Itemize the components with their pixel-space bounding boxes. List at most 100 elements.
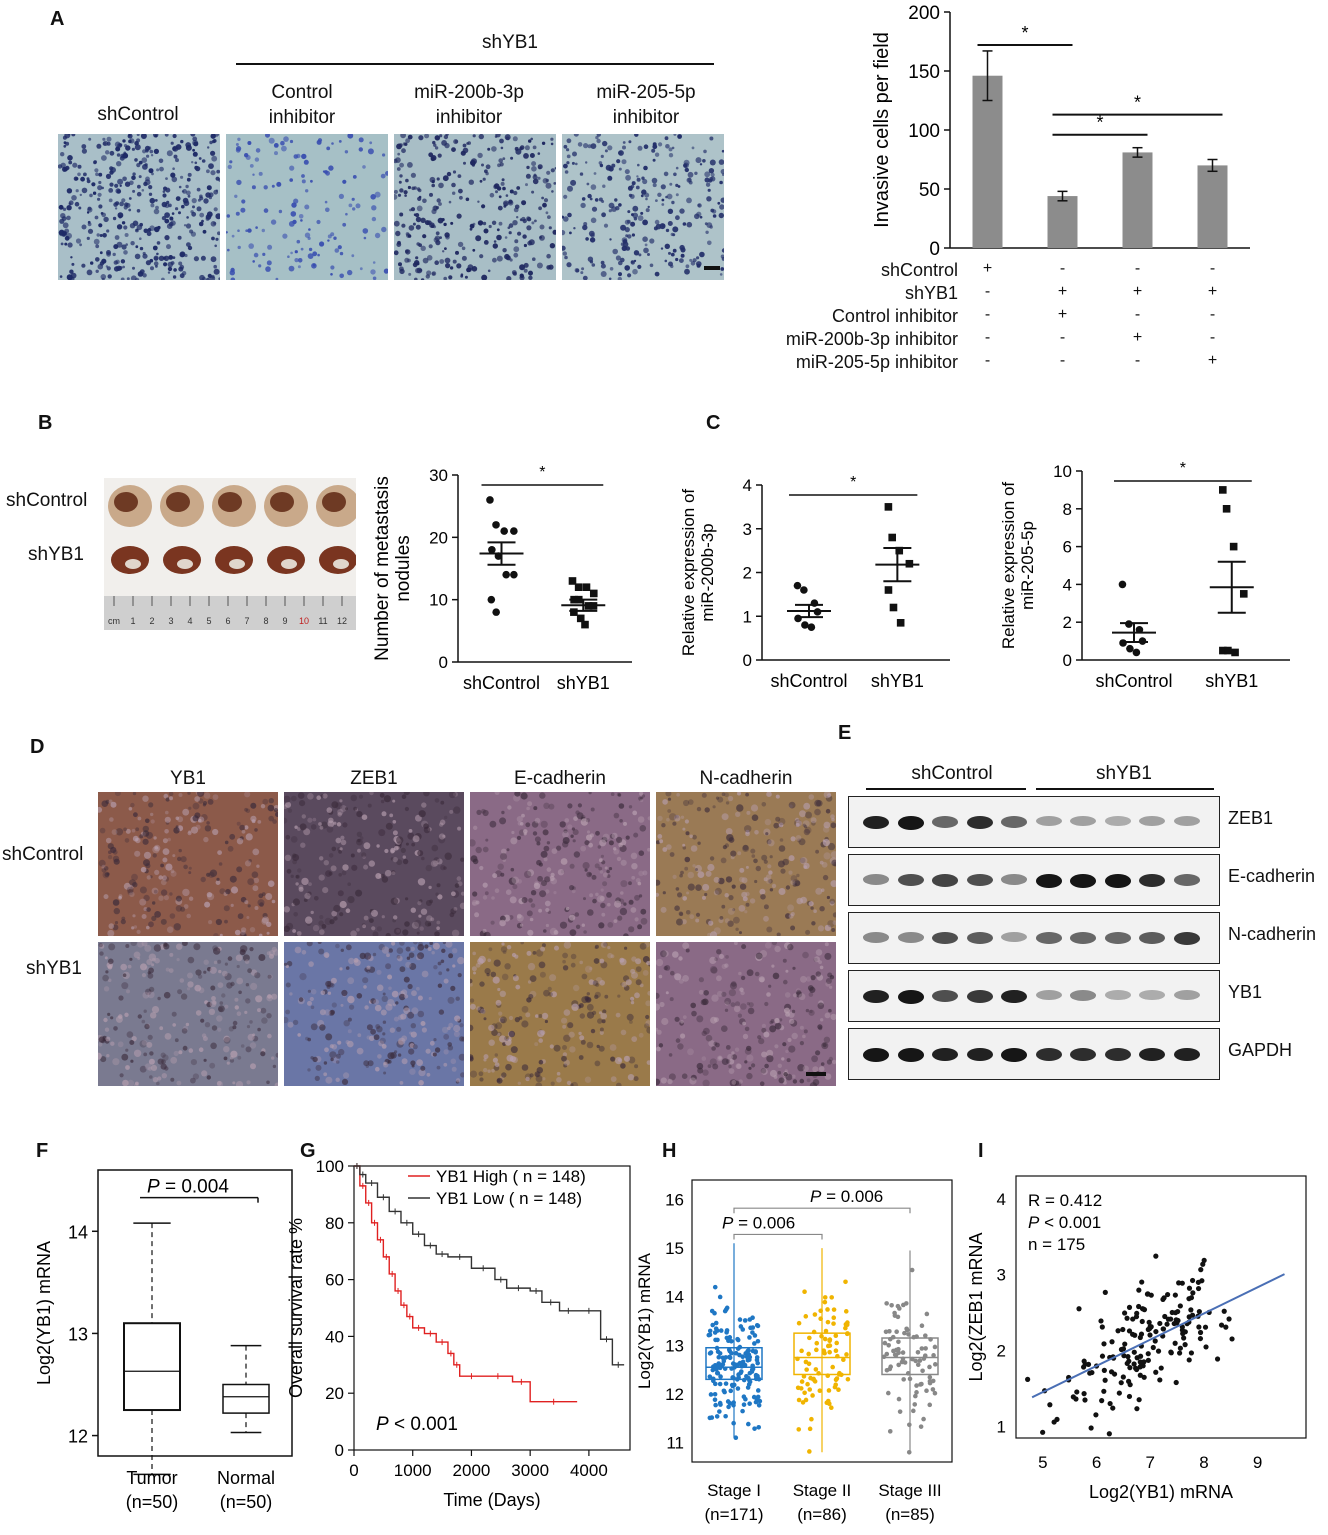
cell-dot xyxy=(691,146,695,150)
cell-dot xyxy=(271,184,275,188)
cell-dot xyxy=(65,141,70,146)
condition-label: miR-205-5p inhibitor xyxy=(795,352,958,372)
cell-dot xyxy=(528,270,533,276)
cell-dot xyxy=(67,155,73,161)
ihc-cell xyxy=(642,870,648,876)
ihc-cell xyxy=(178,793,183,797)
cell-dot xyxy=(93,238,100,245)
cell-dot xyxy=(697,203,702,208)
ihc-cell xyxy=(747,1007,755,1015)
ihc-cell xyxy=(175,825,179,829)
lung-shyb1-gap xyxy=(125,559,141,569)
y-axis-label: Log2(YB1) mRNA xyxy=(635,1252,654,1389)
cell-dot xyxy=(186,177,191,182)
lung-shcontrol-shade xyxy=(218,492,242,512)
data-point xyxy=(887,1366,893,1372)
ihc-cell xyxy=(829,985,833,989)
ihc-cell xyxy=(212,1000,217,1005)
ihc-cell xyxy=(357,838,361,843)
ihc-cell xyxy=(665,991,669,995)
blot-band xyxy=(1035,816,1062,827)
ihc-cell xyxy=(557,869,565,876)
cell-dot xyxy=(359,267,363,271)
ihc-cell xyxy=(203,970,207,974)
ihc-cell xyxy=(677,892,683,898)
cell-dot xyxy=(641,189,647,195)
ihc-cell xyxy=(245,808,251,813)
data-point xyxy=(750,1315,755,1321)
ihc-cell xyxy=(438,833,446,840)
ihc-cell xyxy=(567,1022,574,1029)
cell-dot xyxy=(563,163,568,169)
cell-dot xyxy=(115,146,121,152)
cell-dot xyxy=(611,206,617,212)
ihc-cell xyxy=(319,915,324,920)
cell-dot xyxy=(68,202,72,206)
ihc-cell xyxy=(339,967,343,971)
data-point xyxy=(581,620,589,629)
cell-dot xyxy=(645,197,648,201)
ihc-cell xyxy=(120,919,126,925)
ihc-cell xyxy=(133,1049,142,1057)
cell-dot xyxy=(81,144,87,149)
ihc-cell xyxy=(543,989,550,997)
ihc-cell xyxy=(785,885,791,890)
ihc-cell xyxy=(664,965,671,971)
ihc-cell xyxy=(148,986,155,993)
ihc-cell xyxy=(438,836,446,844)
ihc-cell xyxy=(775,816,781,822)
ihc-cell xyxy=(512,975,519,982)
cell-dot xyxy=(342,222,347,227)
ihc-cell xyxy=(562,1024,567,1029)
blot-band xyxy=(1001,1048,1027,1062)
ihc-cell xyxy=(226,1061,230,1065)
cell-dot xyxy=(62,135,67,140)
cell-dot xyxy=(608,209,612,213)
ihc-cell xyxy=(337,808,344,816)
ihc-cell xyxy=(426,1072,431,1077)
cell-dot xyxy=(444,247,447,250)
ihc-cell xyxy=(437,894,443,900)
ihc-cell xyxy=(815,849,819,854)
ihc-cell xyxy=(504,1036,509,1041)
ihc-cell xyxy=(257,899,265,907)
data-point xyxy=(833,1333,839,1338)
data-point xyxy=(795,1385,801,1391)
ihc-cell xyxy=(746,969,754,977)
data-point xyxy=(741,1402,747,1407)
data-point xyxy=(1172,1292,1178,1298)
ihc-cell xyxy=(292,859,297,865)
ihc-cell xyxy=(104,956,108,960)
ihc-cell xyxy=(446,968,450,972)
cell-dot xyxy=(631,213,634,217)
ihc-cell xyxy=(247,904,251,908)
cell-dot xyxy=(171,176,178,183)
ihc-cell xyxy=(248,859,252,863)
cell-dot xyxy=(308,247,313,252)
ihc-cell xyxy=(656,992,660,999)
plot-frame xyxy=(353,1165,631,1451)
cell-dot xyxy=(522,234,527,239)
cell-dot xyxy=(289,139,294,144)
ihc-cell xyxy=(143,894,150,902)
cell-dot xyxy=(97,197,101,201)
cell-dot xyxy=(596,138,601,144)
box xyxy=(793,1332,851,1376)
cell-dot xyxy=(130,241,135,246)
ihc-cell xyxy=(99,827,106,834)
ihc-cell xyxy=(732,908,736,912)
cell-dot xyxy=(705,182,711,187)
ihc-cell xyxy=(337,812,342,817)
ihc-cell xyxy=(349,1004,355,1010)
cell-dot xyxy=(95,257,100,262)
cell-dot xyxy=(123,225,128,230)
ihc-cell xyxy=(107,929,115,936)
cell-dot xyxy=(643,165,648,171)
ihc-cell xyxy=(490,971,497,978)
ihc-cell xyxy=(165,967,170,972)
lung-shyb1-gap xyxy=(177,559,193,569)
y-tick-label: 2 xyxy=(743,564,752,583)
cell-dot xyxy=(162,190,166,193)
ihc-cell xyxy=(364,952,372,960)
ihc-cell xyxy=(207,799,214,805)
